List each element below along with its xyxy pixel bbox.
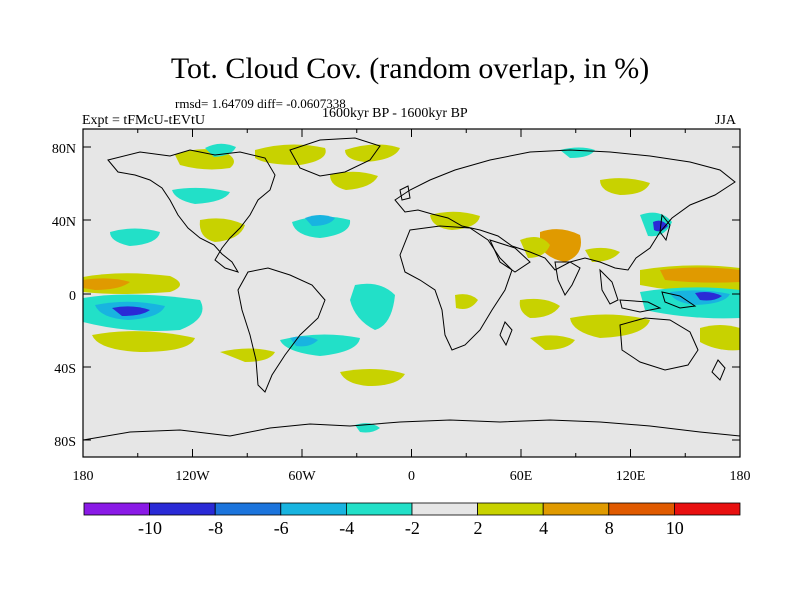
lat-label-40s: 40S — [54, 362, 76, 377]
lon-label-120w: 120W — [175, 469, 210, 484]
colorbar-swatch — [345, 502, 413, 516]
colorbar-swatch — [608, 502, 675, 516]
lon-label-180e: 180 — [730, 469, 751, 484]
stats-label: rmsd= 1.64709 diff= -0.0607338 — [175, 96, 346, 111]
colorbar-label-minus2: -2 — [405, 518, 420, 538]
lon-label-0: 0 — [408, 469, 415, 484]
lat-label-0: 0 — [69, 289, 76, 304]
colorbar-label-minus4: -4 — [339, 518, 354, 538]
colorbar-label-2: 2 — [474, 518, 483, 538]
colorbar-label-8: 8 — [605, 518, 614, 538]
season-label: JJA — [715, 113, 737, 128]
lat-ticks — [83, 146, 740, 441]
colorbar-label-minus10: -10 — [138, 518, 162, 538]
lon-label-60w: 60W — [288, 469, 316, 484]
colorbar-swatch — [280, 502, 347, 516]
colorbar-swatch — [214, 502, 282, 516]
experiment-label: Expt = tFMcU-tEVtU — [82, 113, 205, 128]
colorbar-label-minus8: -8 — [208, 518, 223, 538]
period-label: 1600kyr BP - 1600kyr BP — [322, 106, 468, 121]
lat-label-40n: 40N — [52, 215, 76, 230]
lon-label-120e: 120E — [616, 469, 646, 484]
lat-label-80n: 80N — [52, 142, 76, 157]
colorbar-label-minus6: -6 — [274, 518, 289, 538]
colorbar-swatch — [411, 502, 478, 516]
coastlines — [83, 137, 740, 441]
lon-ticks — [82, 129, 741, 457]
lon-label-60e: 60E — [510, 469, 533, 484]
colorbar-swatch — [674, 502, 741, 516]
map-title: Tot. Cloud Cov. (random overlap, in %) — [170, 52, 650, 85]
colorbar-swatch — [149, 502, 216, 516]
colorbar-swatch — [542, 502, 610, 516]
anomaly-field — [83, 143, 740, 433]
colorbar-label-10: 10 — [666, 518, 684, 538]
colorbar-label-4: 4 — [539, 518, 548, 538]
colorbar — [83, 502, 741, 516]
lon-label-180w: 180 — [73, 469, 94, 484]
colorbar-swatch — [83, 502, 150, 516]
lat-label-80s: 80S — [54, 435, 76, 450]
colorbar-swatch — [477, 502, 544, 516]
